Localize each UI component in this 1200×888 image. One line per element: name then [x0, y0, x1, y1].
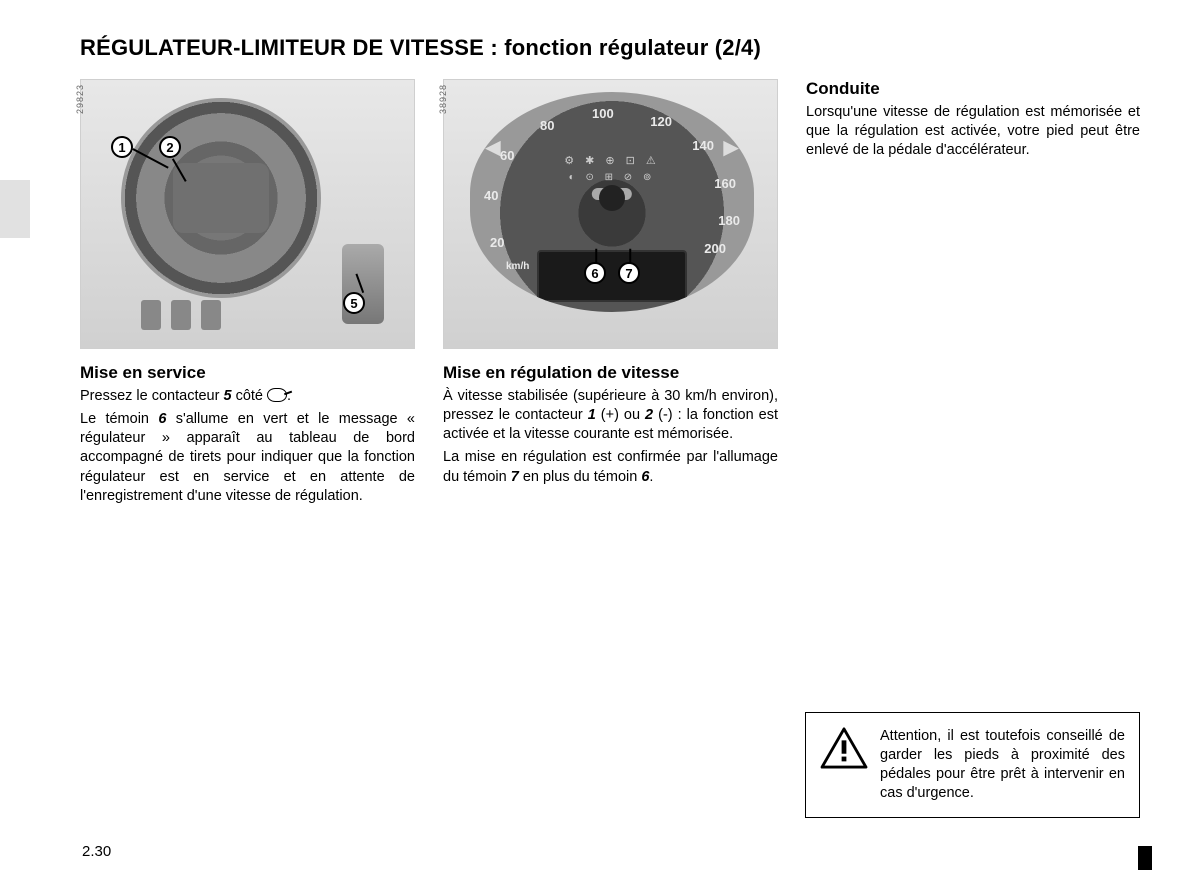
- corner-crop-mark: [1138, 846, 1152, 870]
- figure-code-2: 38928: [438, 84, 448, 114]
- wheel-hub: [173, 163, 269, 233]
- speed-num: 80: [540, 118, 554, 133]
- col3-body: Lorsqu'une vitesse de régulation est mém…: [806, 103, 1140, 164]
- callout-1: 1: [111, 136, 133, 158]
- col2-p1: À vitesse stabilisée (supérieure à 30 km…: [443, 387, 778, 444]
- speedometer-graphic: ◄ ► ⚙ ✱ ⊕ ⊡ ⚠ ◐ ⊙ ⊞ ⊘ ⊚ STOP 20 40 60 80…: [470, 92, 754, 312]
- speed-num: 160: [714, 176, 736, 191]
- steering-wheel-graphic: [121, 98, 321, 298]
- leader-line: [629, 249, 631, 263]
- col2-body: À vitesse stabilisée (supérieure à 30 km…: [443, 387, 778, 491]
- pedal: [171, 300, 191, 330]
- speed-num: 100: [592, 106, 614, 121]
- ref-num: 7: [511, 469, 519, 485]
- title-sub: fonction régulateur (2/4): [504, 35, 761, 60]
- ref-num: 1: [588, 407, 596, 423]
- col1-body: Pressez le contacteur 5 côté . Le témoin…: [80, 387, 415, 510]
- col3-heading: Conduite: [806, 79, 1140, 99]
- speed-unit: km/h: [506, 261, 529, 272]
- pedals: [141, 300, 221, 330]
- warning-text: Attention, il est toutefois conseillé de…: [880, 727, 1125, 804]
- warning-box: Attention, il est toutefois conseillé de…: [805, 712, 1140, 819]
- pedal: [141, 300, 161, 330]
- turn-right-icon: ►: [718, 132, 744, 163]
- gauge-center: [599, 185, 625, 211]
- ref-num: 2: [645, 407, 653, 423]
- callout-5: 5: [343, 292, 365, 314]
- column-1: 29823 1 2 5 Mise en service Pressez le c…: [80, 79, 415, 510]
- ref-num: 5: [223, 388, 231, 404]
- text-run: Pressez le contacteur: [80, 388, 223, 404]
- warning-content: Attention, il est toutefois conseillé de…: [820, 727, 1125, 804]
- speed-num: 60: [500, 148, 514, 163]
- cruise-icon: [267, 388, 287, 402]
- text-run: .: [649, 469, 653, 485]
- speed-num: 20: [490, 235, 504, 250]
- lcd-display: [537, 250, 687, 302]
- warning-lights-row-2: ◐ ⊙ ⊞ ⊘ ⊚: [569, 172, 656, 183]
- speed-num: 180: [718, 213, 740, 228]
- section-side-tab: [0, 180, 30, 238]
- page-title: RÉGULATEUR-LIMITEUR DE VITESSE : fonctio…: [80, 35, 1140, 61]
- callout-7: 7: [618, 262, 640, 284]
- text-run: en plus du témoin: [519, 469, 642, 485]
- figure-code-1: 29823: [75, 84, 85, 114]
- speed-num: 140: [692, 138, 714, 153]
- callout-2: 2: [159, 136, 181, 158]
- title-main: RÉGULATEUR-LIMITEUR DE VITESSE :: [80, 35, 504, 60]
- col1-p1: Pressez le contacteur 5 côté .: [80, 387, 415, 406]
- speed-num: 120: [650, 114, 672, 129]
- pedal: [201, 300, 221, 330]
- figure-speedometer: 38928 ◄ ► ⚙ ✱ ⊕ ⊡ ⚠ ◐ ⊙ ⊞ ⊘ ⊚ STOP 20 40…: [443, 79, 778, 349]
- col2-p2: La mise en régulation est confirmée par …: [443, 448, 778, 486]
- column-3: Conduite Lorsqu'une vitesse de régulatio…: [806, 79, 1140, 510]
- text-run: (+) ou: [596, 407, 645, 423]
- warning-triangle-icon: [820, 727, 868, 769]
- content-columns: 29823 1 2 5 Mise en service Pressez le c…: [80, 79, 1140, 510]
- warning-lights-row: ⚙ ✱ ⊕ ⊡ ⚠: [564, 154, 660, 167]
- column-2: 38928 ◄ ► ⚙ ✱ ⊕ ⊡ ⚠ ◐ ⊙ ⊞ ⊘ ⊚ STOP 20 40…: [443, 79, 778, 510]
- col1-p2: Le témoin 6 s'allume en vert et le messa…: [80, 410, 415, 506]
- col2-heading: Mise en régulation de vitesse: [443, 363, 778, 383]
- col1-heading: Mise en service: [80, 363, 415, 383]
- col3-p1: Lorsqu'une vitesse de régulation est mém…: [806, 103, 1140, 160]
- leader-line: [595, 249, 597, 263]
- callout-6: 6: [584, 262, 606, 284]
- figure-steering-wheel: 29823 1 2 5: [80, 79, 415, 349]
- text-run: Le témoin: [80, 411, 158, 427]
- speed-num: 200: [704, 241, 726, 256]
- text-run: côté: [232, 388, 267, 404]
- page-number: 2.30: [82, 843, 111, 860]
- speed-num: 40: [484, 188, 498, 203]
